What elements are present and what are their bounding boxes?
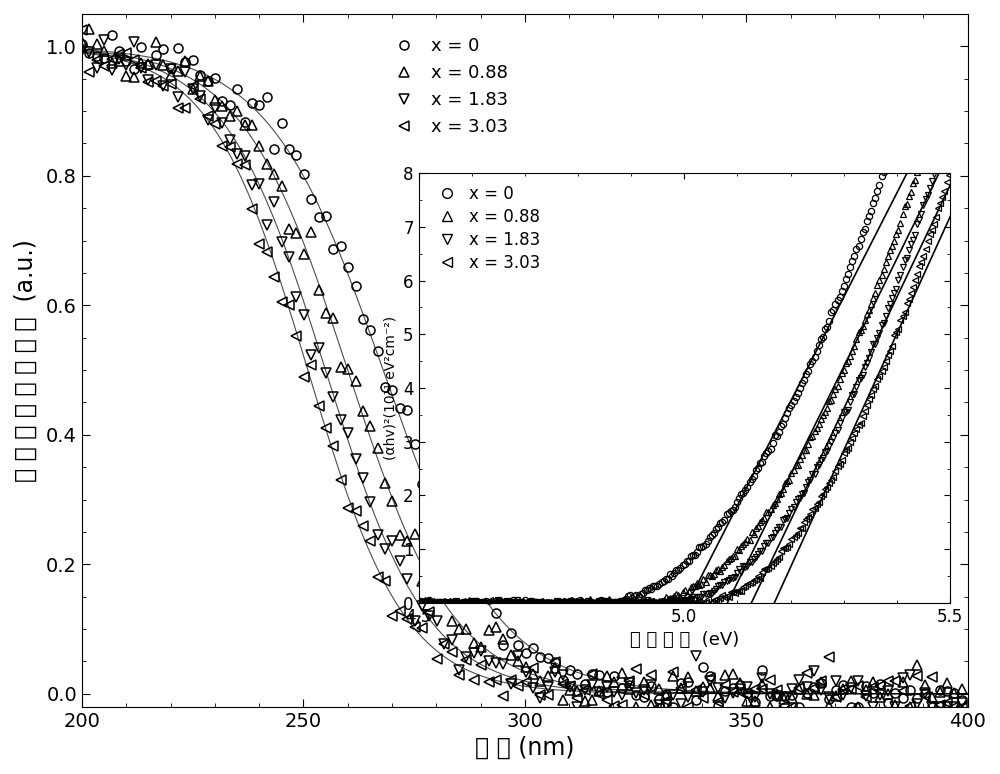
x = 1.83 [956, 698, 968, 707]
Line: x = 1.83: x = 1.83 [77, 36, 966, 711]
Legend: x = 0, x = 0.88, x = 1.83, x = 3.03: x = 0, x = 0.88, x = 1.83, x = 3.03 [379, 30, 516, 143]
x = 3.03 [778, 702, 790, 711]
x = 3.03 [261, 247, 273, 256]
Line: x = 3.03: x = 3.03 [77, 26, 966, 711]
x = 1.83 [786, 684, 798, 694]
x = 3.03 [653, 702, 665, 711]
Line: x = 0: x = 0 [77, 30, 966, 711]
x = 0 [571, 670, 583, 679]
x = 1.83 [941, 702, 953, 711]
x = 0.88 [320, 308, 332, 317]
x = 3.03 [564, 681, 576, 690]
x = 3.03 [690, 686, 702, 695]
x = 0 [956, 695, 968, 704]
x = 0.88 [268, 170, 280, 179]
x = 1.83 [76, 46, 88, 55]
x = 1.83 [320, 368, 332, 378]
x = 0.88 [571, 687, 583, 696]
Y-axis label: 归 一 化 的 光 吸 收 谱  (a.u.): 归 一 化 的 光 吸 收 谱 (a.u.) [14, 239, 38, 481]
x = 3.03 [313, 402, 325, 411]
x = 0.88 [956, 684, 968, 694]
x = 1.83 [571, 702, 583, 711]
x = 1.83 [697, 687, 709, 697]
x = 0.88 [697, 682, 709, 691]
Line: x = 0.88: x = 0.88 [77, 25, 966, 711]
x = 3.03 [934, 700, 946, 710]
x = 1.83 [98, 36, 110, 45]
x = 0.88 [83, 25, 95, 34]
x = 0.88 [76, 37, 88, 46]
x = 0 [786, 690, 798, 700]
x = 0.88 [941, 678, 953, 687]
x = 0.88 [786, 693, 798, 702]
x = 0 [76, 39, 88, 49]
x = 1.83 [579, 686, 591, 695]
x = 0 [697, 663, 709, 672]
x = 0 [268, 145, 280, 154]
x = 0 [941, 687, 953, 696]
x = 0 [667, 702, 679, 711]
X-axis label: 波 长 (nm): 波 长 (nm) [475, 736, 575, 760]
x = 0 [106, 30, 118, 39]
x = 0.88 [630, 702, 642, 711]
x = 3.03 [76, 26, 88, 35]
x = 0 [320, 212, 332, 221]
x = 3.03 [956, 702, 968, 711]
x = 1.83 [268, 197, 280, 206]
